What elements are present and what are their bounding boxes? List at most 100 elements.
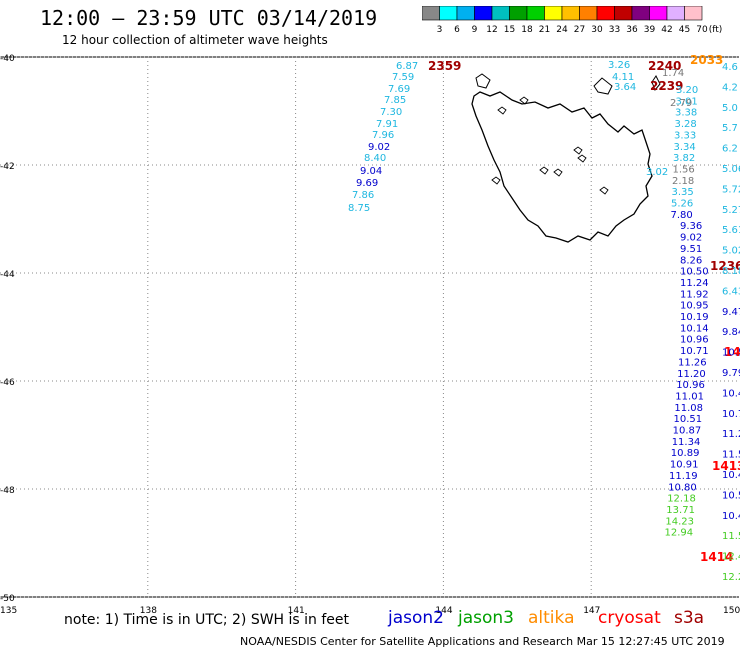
swh-label: 5.26 [671,199,693,210]
swh-label: 5.72 [722,184,740,195]
colorbar-tick-label: 30 [591,25,603,35]
swh-label: 9.02 [680,233,702,244]
swh-label: 7.80 [671,210,693,221]
swh-label: 3.33 [674,130,696,141]
colorbar-tick-label: 9 [472,25,478,35]
swh-label: 12.94 [665,528,694,539]
colorbar-tick-label: 42 [661,25,672,35]
swh-label: 12.47 [722,552,740,563]
colorbar-tick-label: 39 [644,25,656,35]
swh-label: 6.87 [396,61,418,72]
swh-label: 6.2 [722,144,738,155]
swh-label: 10.43 [722,470,740,481]
time-label: 1414 [700,550,733,564]
swh-label: 11.19 [669,471,698,482]
colorbar-tick-label: 12 [486,25,497,35]
islet-coastline [651,75,661,91]
swh-label: 9.47 [722,307,740,318]
swh-label: 8.40 [364,153,386,164]
time-label: 2359 [428,59,461,73]
lake-outline [599,186,609,195]
swh-label: 7.59 [392,72,414,83]
time-label: 2239 [650,79,683,93]
swh-label: 14.23 [665,516,694,527]
legend-jason3: jason3 [458,608,514,628]
colorbar-tick-label: 24 [556,25,568,35]
swh-label: 7.86 [352,190,374,201]
swh-label: 5.02 [722,246,740,257]
swh-label: 9.51 [680,244,702,255]
time-label: 1413 [712,459,740,473]
lake-outline [491,176,501,185]
king-island-coastline [475,73,491,89]
swh-label: 10.72 [722,409,740,420]
swh-label: 10.91 [670,460,699,471]
lat-tick-label: -48 [0,486,15,496]
swh-label: 11.08 [674,403,703,414]
swh-label: 12.27 [722,572,740,583]
lat-tick-label: -42 [0,162,15,172]
swh-label: 9.36 [680,221,702,232]
swh-label: 10.87 [673,426,702,437]
time-label: 1236 [710,259,740,273]
swh-label: 2.18 [672,176,694,187]
swh-label: 8.26 [680,255,702,266]
swh-label: 3.38 [675,108,697,119]
swh-label: 4.11 [612,72,634,83]
swh-label: 10.4 [722,511,740,522]
legend-s3a: s3a [674,608,705,628]
swh-label: 8.75 [348,203,370,214]
swh-label: 1.56 [673,164,695,175]
colorbar-tick-label: (ft) [709,25,723,35]
footer-credit: NOAA/NESDIS Center for Satellite Applica… [240,635,725,648]
lake-outline [577,154,587,163]
swh-label: 7.91 [376,119,398,130]
lake-outline [539,166,549,175]
swh-label: 5.06 [722,164,740,175]
swh-label: 12.18 [667,494,696,505]
swh-label: 11.24 [680,278,709,289]
tasmania-coastline [471,91,653,243]
swh-label: 9.04 [360,166,382,177]
swh-label: 10.51 [674,414,703,425]
swh-label: 3.64 [614,82,636,93]
time-label: 1414 [724,345,740,359]
swh-label: 5.61 [722,225,740,236]
lat-tick-label: -40 [0,54,15,64]
lat-tick-label: -46 [0,378,15,388]
swh-label: 9.84 [722,327,740,338]
swh-label: 10.89 [671,448,700,459]
swh-label: 10.5 [722,348,740,359]
colorbar-tick-label: 15 [504,25,515,35]
swh-label: 11.34 [672,437,701,448]
swh-label: 10.19 [680,312,709,323]
swh-label: 10.80 [668,482,697,493]
lake-outline [553,168,563,177]
swh-label: 8.18 [722,266,740,277]
chart-title: 12:00 – 23:59 UTC 03/14/2019 [40,6,378,30]
lon-tick-label: 150 [723,606,740,616]
swh-label: 7.69 [388,84,410,95]
swh-label: 11.01 [675,391,704,402]
swh-label: 3.02 [646,167,668,178]
swh-label: 10.14 [680,323,709,334]
swh-label: 11.20 [677,369,706,380]
swh-label: 4.6 [722,62,738,73]
swh-label: 10.95 [680,301,709,312]
swh-label: 1.74 [662,68,684,79]
swh-label: 10.50 [680,267,709,278]
colorbar-tick-label: 3 [437,25,443,35]
colorbar-tick-label: 21 [539,25,550,35]
note-text: note: 1) Time is in UTC; 2) SWH is in fe… [64,612,350,628]
swh-label: 11.52 [722,450,740,461]
swh-label: 5.27 [722,205,740,216]
swh-label: 3.82 [673,153,695,164]
swh-label: 9.02 [368,142,390,153]
swh-label: 11.29 [722,429,740,440]
swh-label: 10.96 [680,335,709,346]
colorbar-tick-label: 45 [679,25,690,35]
lon-tick-label: 147 [583,606,600,616]
lat-tick-label: -50 [0,594,15,604]
swh-label: 3.20 [676,85,698,96]
swh-label: 10.71 [680,346,709,357]
